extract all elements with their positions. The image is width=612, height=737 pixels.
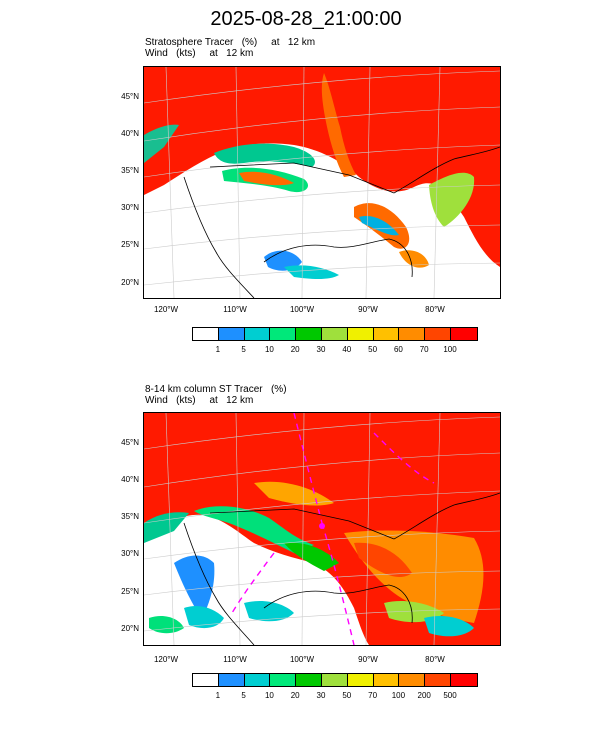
panel2-lat-label: 25°N — [121, 587, 139, 596]
colorbar-tick-label: 100 — [391, 691, 406, 700]
colorbar-tick-label: 30 — [316, 691, 326, 700]
colorbar-tick-label: 10 — [264, 691, 274, 700]
colorbar-tick-label: 200 — [417, 691, 431, 700]
panel2-lon-label: 80°W — [425, 655, 445, 664]
colorbar-tick-label: 60 — [393, 345, 403, 354]
colorbar-swatch — [425, 328, 451, 340]
panel1-lat-label: 30°N — [121, 203, 139, 212]
colorbar-tick-label: 20 — [290, 345, 300, 354]
panel2-lat-label: 20°N — [121, 624, 139, 633]
panel2-lon-label: 90°W — [358, 655, 378, 664]
colorbar-tick-label: 10 — [264, 345, 274, 354]
colorbar-tick-label: 30 — [316, 345, 326, 354]
colorbar-swatch — [425, 674, 451, 686]
panel1-lon-label: 110°W — [223, 305, 247, 314]
colorbar-swatch — [450, 674, 477, 686]
panel2-lat-label: 40°N — [121, 475, 139, 484]
panel1-lat-label: 25°N — [121, 240, 139, 249]
colorbar-swatch — [347, 674, 374, 686]
colorbar-swatch — [373, 674, 400, 686]
colorbar-tick-label: 20 — [290, 691, 300, 700]
panel2-title-line2: Wind (kts) at 12 km — [145, 395, 254, 406]
panel2-lat-label: 30°N — [121, 549, 139, 558]
panel2-lon-label: 120°W — [153, 655, 179, 664]
colorbar-tick-label: 70 — [419, 345, 429, 354]
colorbar-swatch — [373, 328, 400, 340]
colorbar-swatch — [193, 328, 219, 340]
panel1-colorbar — [192, 327, 478, 341]
panel1-lon-label: 100°W — [289, 305, 315, 314]
panel2-lon-label: 100°W — [289, 655, 315, 664]
colorbar-swatch — [321, 328, 348, 340]
colorbar-swatch — [244, 674, 271, 686]
panel1-title-line2: Wind (kts) at 12 km — [145, 48, 254, 59]
panel1-lon-label: 90°W — [358, 305, 378, 314]
panel2-lon-label: 110°W — [223, 655, 247, 664]
colorbar-swatch — [296, 328, 322, 340]
figure-title: 2025-08-28_21:00:00 — [210, 8, 402, 30]
colorbar-tick-label: 70 — [368, 691, 378, 700]
panel1-map — [143, 66, 501, 299]
panel1-lat-label: 40°N — [121, 129, 139, 138]
colorbar-swatch — [244, 328, 271, 340]
panel1-lat-label: 35°N — [121, 166, 139, 175]
colorbar-tick-label: 40 — [342, 345, 352, 354]
colorbar-swatch — [296, 674, 322, 686]
colorbar-swatch — [218, 328, 245, 340]
colorbar-tick-label: 50 — [342, 691, 352, 700]
colorbar-tick-label: 5 — [241, 691, 246, 700]
panel1-lon-label: 80°W — [425, 305, 445, 314]
panel1-lon-label: 120°W — [153, 305, 179, 314]
colorbar-swatch — [399, 328, 426, 340]
panel1-lat-label: 45°N — [121, 92, 139, 101]
panel2-lat-label: 35°N — [121, 512, 139, 521]
colorbar-swatch — [218, 674, 245, 686]
colorbar-tick-label: 5 — [241, 345, 246, 354]
colorbar-swatch — [193, 674, 219, 686]
panel1-lat-label: 20°N — [121, 278, 139, 287]
colorbar-swatch — [450, 328, 477, 340]
colorbar-tick-label: 50 — [368, 345, 378, 354]
colorbar-swatch — [270, 328, 297, 340]
panel2-colorbar — [192, 673, 478, 687]
panel1-title-line1: Stratosphere Tracer (%) at 12 km — [145, 37, 316, 48]
colorbar-tick-label: 1 — [215, 691, 221, 700]
colorbar-swatch — [399, 674, 426, 686]
colorbar-swatch — [347, 328, 374, 340]
panel2-lat-label: 45°N — [121, 438, 139, 447]
panel2-map — [143, 412, 501, 646]
colorbar-tick-label: 1 — [215, 345, 221, 354]
colorbar-tick-label: 500 — [443, 691, 457, 700]
colorbar-swatch — [270, 674, 297, 686]
colorbar-swatch — [321, 674, 348, 686]
panel2-title-line1: 8-14 km column ST Tracer (%) — [145, 384, 287, 395]
colorbar-tick-label: 100 — [443, 345, 457, 354]
